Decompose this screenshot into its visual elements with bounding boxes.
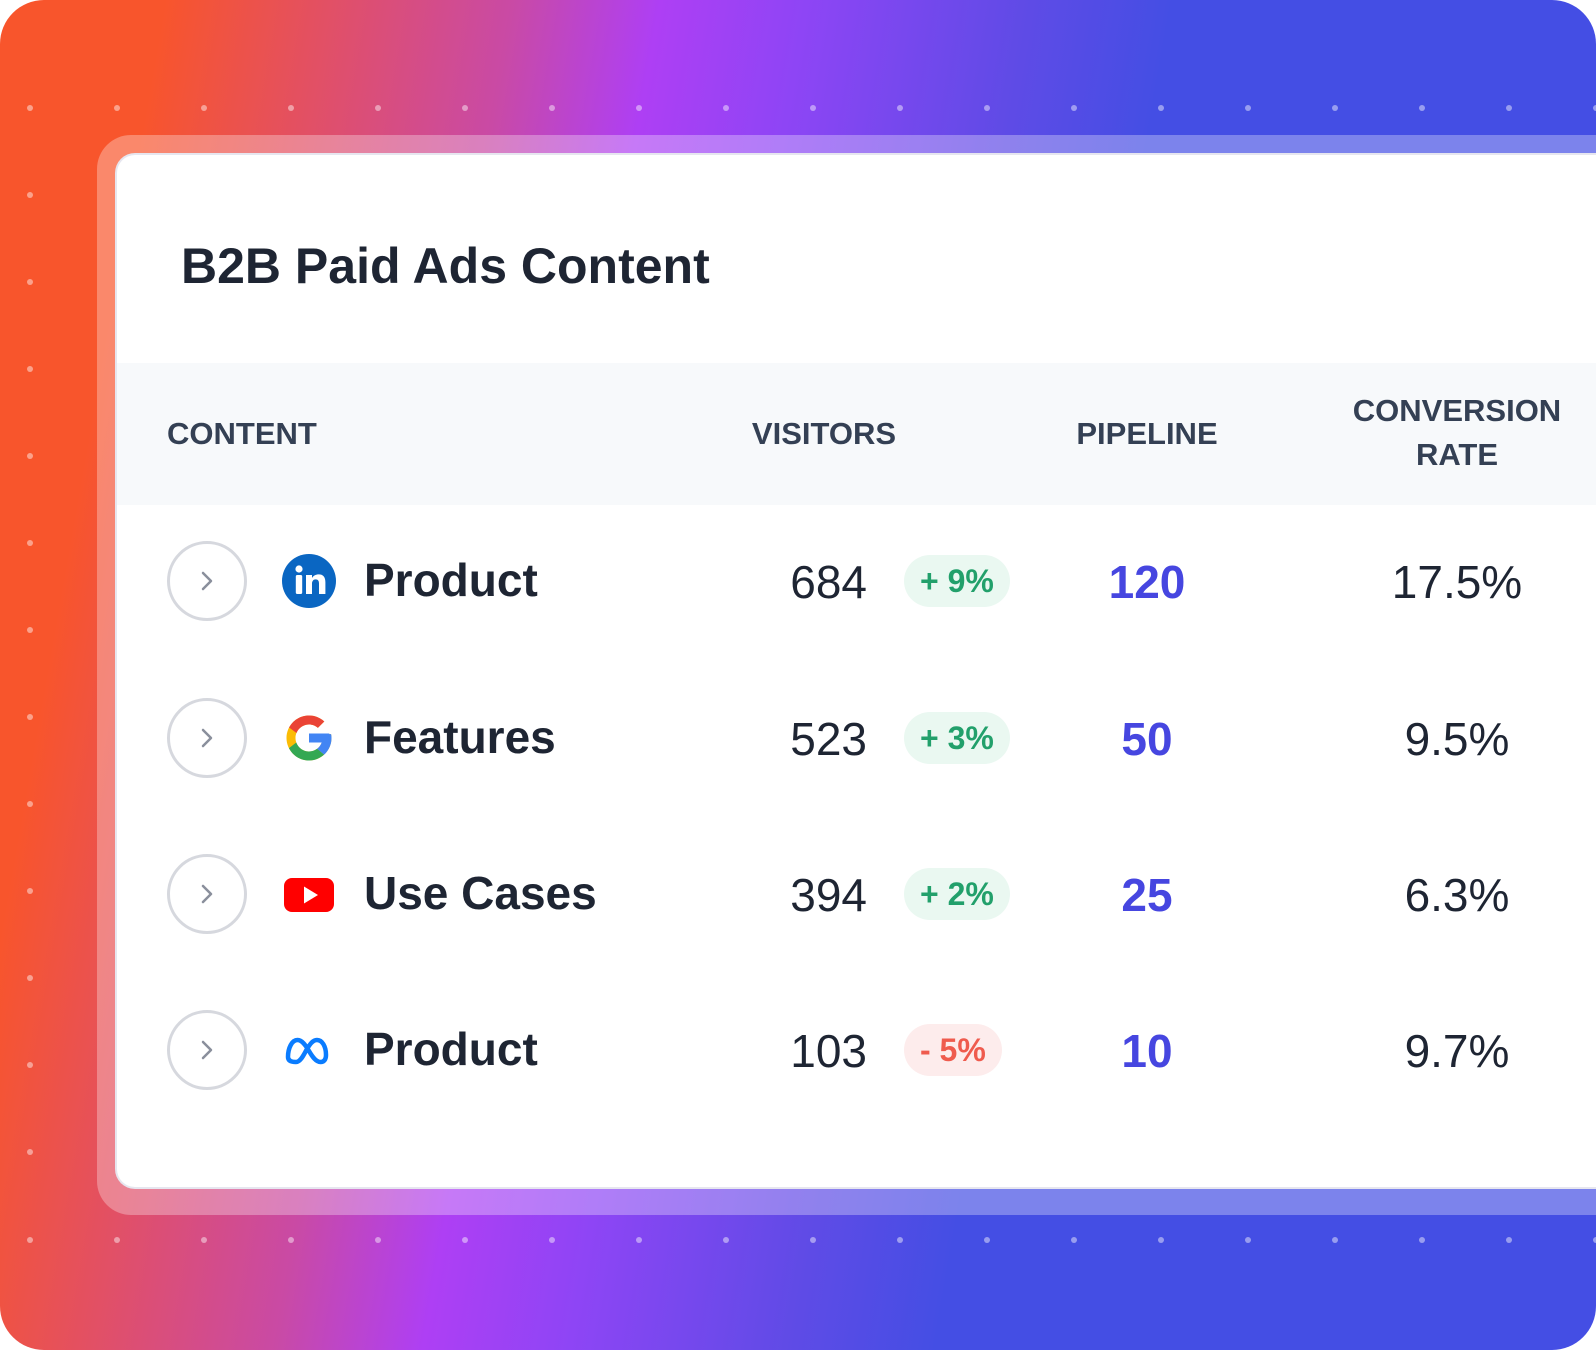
decorative-dot xyxy=(114,105,120,111)
chevron-right-icon xyxy=(201,571,213,591)
conversion-rate-value: 17.5% xyxy=(1391,556,1523,608)
chevron-right-icon xyxy=(201,884,213,904)
decorative-dot xyxy=(375,1237,381,1243)
decorative-dot xyxy=(1593,105,1596,111)
expand-row-button[interactable] xyxy=(167,698,247,778)
table-row[interactable]: Use Cases 394 + 2% 25 6.3% xyxy=(117,844,1596,944)
decorative-dot xyxy=(27,279,33,285)
decorative-dot xyxy=(549,105,555,111)
change-badge: + 2% xyxy=(904,868,1010,920)
content-label: Product xyxy=(364,554,538,606)
expand-row-button[interactable] xyxy=(167,854,247,934)
table-row[interactable]: Product 684 + 9% 120 17.5% xyxy=(117,531,1596,631)
decorative-dot xyxy=(27,714,33,720)
decorative-dot xyxy=(723,105,729,111)
decorative-dot xyxy=(114,1237,120,1243)
decorative-dot xyxy=(636,105,642,111)
decorative-dot xyxy=(27,366,33,372)
conversion-rate-value: 6.3% xyxy=(1404,869,1510,921)
decorative-dot xyxy=(27,192,33,198)
decorative-dot xyxy=(810,1237,816,1243)
linkedin-icon xyxy=(282,554,336,608)
chevron-right-icon xyxy=(201,1040,213,1060)
conversion-rate-value: 9.7% xyxy=(1404,1025,1510,1077)
decorative-dot xyxy=(27,105,33,111)
decorative-dot xyxy=(462,1237,468,1243)
decorative-dot xyxy=(1332,105,1338,111)
table-row[interactable]: Product 103 - 5% 10 9.7% xyxy=(117,1000,1596,1100)
decorative-dot xyxy=(1245,105,1251,111)
decorative-dot xyxy=(27,1237,33,1243)
decorative-dot xyxy=(27,1149,33,1155)
conversion-header-line1: CONVERSION xyxy=(1352,393,1562,428)
change-badge: + 9% xyxy=(904,555,1010,607)
decorative-dot xyxy=(201,105,207,111)
visitors-value: 103 xyxy=(790,1025,867,1077)
decorative-dot xyxy=(1332,1237,1338,1243)
decorative-dot xyxy=(1245,1237,1251,1243)
decorative-dot xyxy=(1506,1237,1512,1243)
column-header-pipeline: PIPELINE xyxy=(1076,416,1218,451)
change-badge: - 5% xyxy=(904,1024,1002,1076)
decorative-dot xyxy=(984,1237,990,1243)
decorative-dot xyxy=(723,1237,729,1243)
expand-row-button[interactable] xyxy=(167,1010,247,1090)
decorative-dot xyxy=(810,105,816,111)
decorative-dot xyxy=(1071,1237,1077,1243)
content-label: Use Cases xyxy=(364,867,597,919)
visitors-value: 394 xyxy=(790,869,867,921)
expand-row-button[interactable] xyxy=(167,541,247,621)
pipeline-value: 10 xyxy=(1121,1025,1173,1077)
table-row[interactable]: Features 523 + 3% 50 9.5% xyxy=(117,688,1596,788)
page-title: B2B Paid Ads Content xyxy=(181,238,710,294)
column-header-visitors: VISITORS xyxy=(751,416,897,451)
pipeline-value: 50 xyxy=(1121,713,1173,765)
content-label: Features xyxy=(364,711,556,763)
decorative-dot xyxy=(375,105,381,111)
conversion-header-line2: RATE xyxy=(1415,437,1499,472)
decorative-dot xyxy=(27,627,33,633)
decorative-dot xyxy=(897,1237,903,1243)
content-table-card: B2B Paid Ads Content CONTENT VISITORS PI… xyxy=(115,153,1596,1189)
decorative-dot xyxy=(549,1237,555,1243)
column-header-conversion-rate: CONVERSION RATE xyxy=(1337,389,1577,477)
decorative-dot xyxy=(1419,1237,1425,1243)
google-icon xyxy=(282,711,336,765)
pipeline-value: 120 xyxy=(1108,556,1186,608)
pipeline-value: 25 xyxy=(1121,869,1173,921)
decorative-dot xyxy=(27,888,33,894)
decorative-dot xyxy=(1071,105,1077,111)
visitors-value: 523 xyxy=(790,713,867,765)
decorative-dot xyxy=(27,801,33,807)
decorative-dot xyxy=(27,975,33,981)
decorative-dot xyxy=(201,1237,207,1243)
decorative-dot xyxy=(27,540,33,546)
decorative-dot xyxy=(462,105,468,111)
decorative-dot xyxy=(1158,105,1164,111)
decorative-dot xyxy=(1593,1237,1596,1243)
meta-icon xyxy=(282,1023,336,1077)
decorative-dot xyxy=(897,105,903,111)
decorative-dot xyxy=(1158,1237,1164,1243)
chevron-right-icon xyxy=(201,728,213,748)
decorative-dot xyxy=(1506,105,1512,111)
column-header-content: CONTENT xyxy=(167,416,317,451)
decorative-dot xyxy=(1419,105,1425,111)
decorative-dot xyxy=(27,1062,33,1068)
conversion-rate-value: 9.5% xyxy=(1404,713,1510,765)
decorative-dot xyxy=(288,105,294,111)
decorative-dot xyxy=(984,105,990,111)
decorative-dot xyxy=(288,1237,294,1243)
decorative-dot xyxy=(27,453,33,459)
visitors-value: 684 xyxy=(790,556,867,608)
table-header: CONTENT VISITORS PIPELINE CONVERSION RAT… xyxy=(117,363,1596,505)
youtube-icon xyxy=(282,867,336,921)
change-badge: + 3% xyxy=(904,712,1010,764)
decorative-dot xyxy=(636,1237,642,1243)
content-label: Product xyxy=(364,1023,538,1075)
